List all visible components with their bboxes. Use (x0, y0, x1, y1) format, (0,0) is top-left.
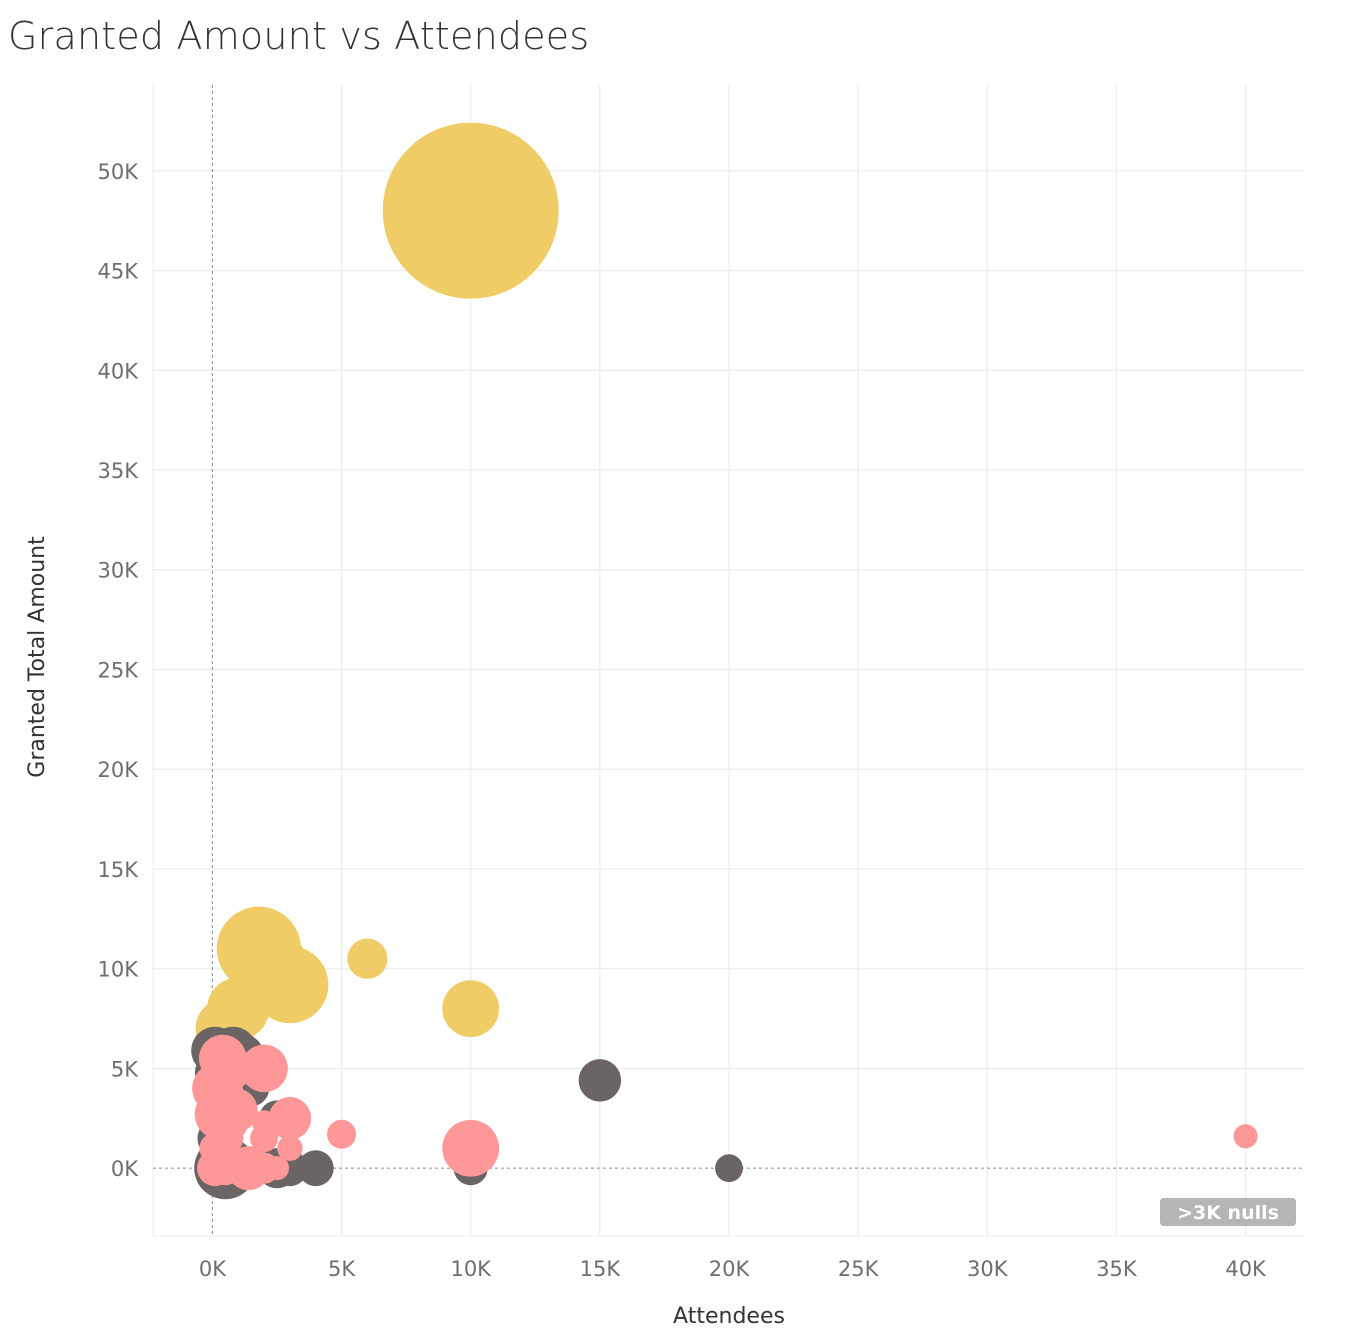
x-tick-label: 10K (450, 1257, 492, 1281)
data-point-gold[interactable] (251, 946, 329, 1024)
y-tick-label: 10K (98, 958, 140, 982)
chart-title: Granted Amount vs Attendees (8, 14, 590, 58)
y-tick-label: 20K (98, 758, 140, 782)
data-point-pink[interactable] (442, 1119, 500, 1177)
data-point-pink[interactable] (208, 1151, 243, 1186)
x-tick-label: 40K (1225, 1257, 1267, 1281)
x-tick-label: 0K (199, 1257, 227, 1281)
nulls-badge-background (1160, 1198, 1296, 1226)
y-tick-label: 15K (98, 858, 140, 882)
nulls-badge[interactable]: >3K nulls (1160, 1198, 1296, 1226)
y-tick-label: 45K (98, 260, 140, 284)
data-point-gold[interactable] (347, 938, 388, 979)
x-tick-label: 5K (328, 1257, 356, 1281)
data-point-gold[interactable] (442, 980, 500, 1037)
data-point-pink[interactable] (1233, 1124, 1258, 1149)
data-points[interactable] (191, 122, 1258, 1200)
x-tick-label: 25K (838, 1257, 880, 1281)
data-point-pink[interactable] (250, 1124, 278, 1153)
data-point-dark[interactable] (578, 1059, 622, 1102)
x-tick-label: 15K (580, 1257, 622, 1281)
y-tick-label: 0K (111, 1157, 139, 1181)
data-point-pink[interactable] (240, 1044, 288, 1093)
y-axis-title: Granted Total Amount (25, 536, 50, 778)
y-tick-label: 50K (98, 160, 140, 184)
y-tick-label: 40K (98, 359, 140, 383)
nulls-badge-label: >3K nulls (1177, 1202, 1279, 1224)
x-axis-title: Attendees (673, 1304, 785, 1329)
data-point-dark[interactable] (297, 1150, 334, 1187)
data-point-dark[interactable] (715, 1154, 743, 1183)
axis-ticks: 0K 5K 10K 15K 20K 25K 30K 35K 40K 0K 5K 10K 15K 20K 25… (98, 160, 1268, 1281)
y-tick-label: 5K (111, 1057, 139, 1081)
y-tick-label: 30K (98, 559, 140, 583)
data-point-pink[interactable] (268, 1097, 312, 1140)
data-point-gold[interactable] (382, 122, 559, 299)
y-tick-label: 25K (98, 658, 140, 682)
data-point-pink[interactable] (277, 1135, 303, 1161)
x-tick-label: 20K (709, 1257, 751, 1281)
x-tick-label: 35K (1096, 1257, 1138, 1281)
data-point-pink[interactable] (264, 1156, 290, 1181)
x-tick-label: 30K (967, 1257, 1009, 1281)
grid (152, 85, 1305, 1237)
y-tick-label: 35K (98, 459, 140, 483)
data-point-pink[interactable] (327, 1119, 357, 1149)
